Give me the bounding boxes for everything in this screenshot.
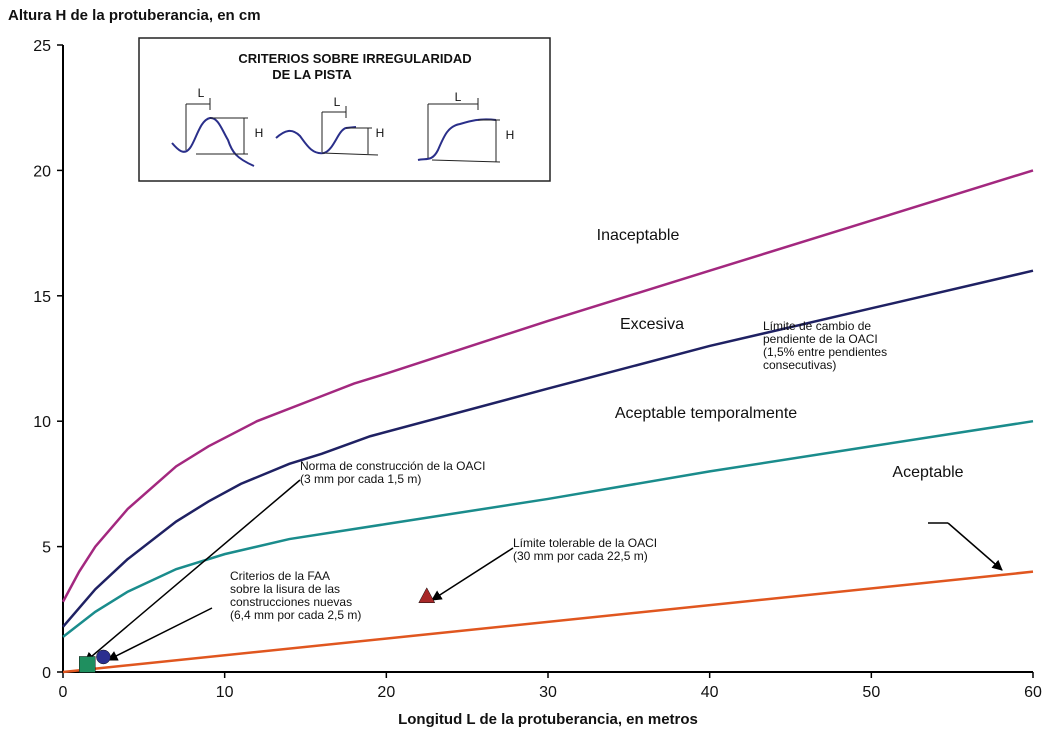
x-axis-label: Longitud L de la protuberancia, en metro…: [398, 711, 698, 728]
x-tick-label: 50: [862, 684, 880, 701]
region-label: Excesiva: [620, 316, 684, 333]
region-label: Aceptable: [892, 464, 963, 481]
annotation: consecutivas): [763, 358, 836, 372]
y-tick-label: 5: [42, 540, 51, 557]
point-triangle: [419, 588, 435, 603]
annotation: Criterios de la FAA: [230, 569, 330, 583]
x-tick-label: 10: [216, 684, 234, 701]
y-tick-label: 20: [33, 163, 51, 180]
series-line: [63, 271, 1033, 627]
annotation: (3 mm por cada 1,5 m): [300, 472, 421, 486]
annotation: (6,4 mm por cada 2,5 m): [230, 608, 361, 622]
y-tick-label: 25: [33, 38, 51, 55]
series-line: [63, 421, 1033, 637]
x-tick-label: 60: [1024, 684, 1042, 701]
inset-label: H: [255, 126, 264, 140]
inset-label: L: [334, 95, 341, 109]
annotation: Límite de cambio de: [763, 319, 871, 333]
annotation: construcciones nuevas: [230, 595, 352, 609]
inset: CRITERIOS SOBRE IRREGULARIDAD DE LA PIST…: [139, 38, 550, 181]
inset-label: H: [506, 128, 515, 142]
inset-label: L: [198, 86, 205, 100]
annotation: (30 mm por cada 22,5 m): [513, 549, 648, 563]
x-tick-label: 40: [701, 684, 719, 701]
inset-title: DE LA PISTA: [272, 67, 352, 82]
chart: Altura H de la protuberancia, en cm Long…: [0, 0, 1052, 732]
series-line: [63, 572, 1033, 672]
point-circle: [96, 650, 110, 664]
y-tick-label: 15: [33, 289, 51, 306]
region-label: Aceptable temporalmente: [615, 405, 797, 422]
annotation: Límite tolerable de la OACI: [513, 536, 657, 550]
annotation-arrow: [948, 523, 1002, 570]
annotation: Norma de construcción de la OACI: [300, 459, 485, 473]
x-tick-label: 0: [59, 684, 68, 701]
x-tick-label: 20: [377, 684, 395, 701]
y-tick-label: 10: [33, 414, 51, 431]
inset-label: H: [376, 126, 385, 140]
point-square: [79, 656, 95, 672]
inset-title: CRITERIOS SOBRE IRREGULARIDAD: [238, 51, 471, 66]
inset-label: L: [455, 90, 462, 104]
annotation-arrow: [108, 608, 212, 660]
annotation: (1,5% entre pendientes: [763, 345, 887, 359]
annotation-arrow: [432, 548, 513, 600]
annotation: pendiente de la OACI: [763, 332, 878, 346]
y-axis-label: Altura H de la protuberancia, en cm: [8, 7, 261, 24]
x-tick-label: 30: [539, 684, 557, 701]
annotation: sobre la lisura de las: [230, 582, 340, 596]
region-label: Inaceptable: [597, 227, 680, 244]
y-tick-label: 0: [42, 665, 51, 682]
